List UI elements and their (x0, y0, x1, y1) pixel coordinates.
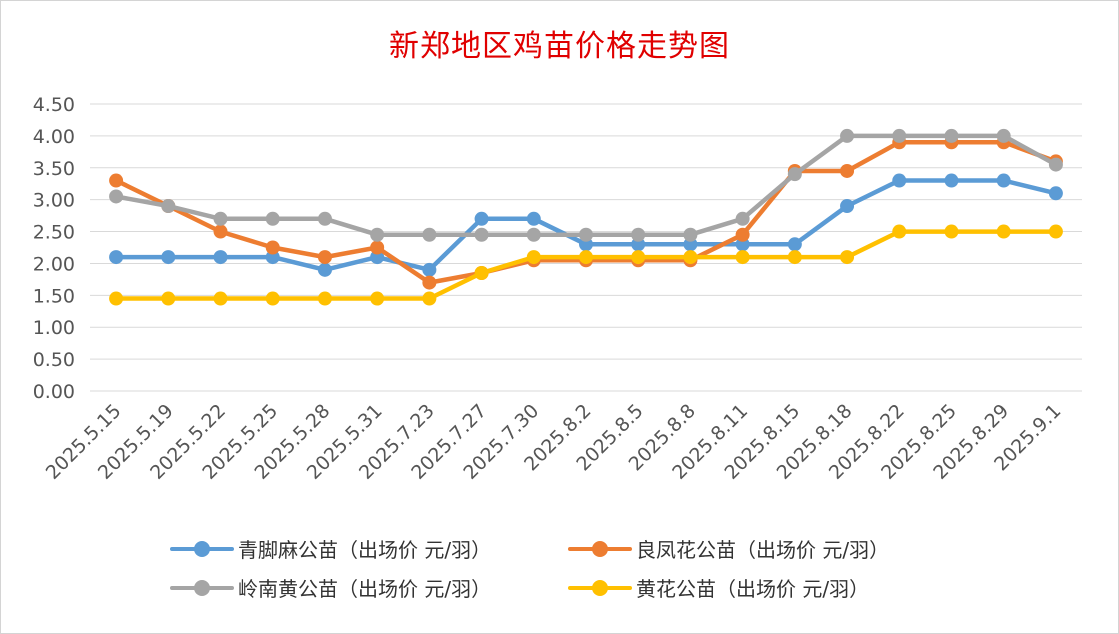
data-point (109, 291, 124, 306)
data-point (944, 128, 959, 143)
data-point (1048, 157, 1063, 172)
data-point (422, 275, 437, 290)
data-point (526, 250, 541, 265)
data-point (787, 237, 802, 252)
data-point (840, 128, 855, 143)
y-tick-label: 0.50 (33, 349, 75, 371)
y-tick-label: 2.50 (33, 222, 75, 244)
series-1 (109, 173, 1063, 277)
data-point (526, 211, 541, 226)
data-point (1048, 186, 1063, 201)
data-point (631, 250, 646, 265)
data-point (474, 227, 489, 242)
data-point (265, 240, 280, 255)
data-point (109, 250, 124, 265)
data-point (579, 237, 593, 252)
data-point (422, 291, 437, 306)
legend-swatch (170, 537, 234, 561)
data-point (631, 237, 646, 252)
series-line (113, 133, 1059, 237)
legend-label: 岭南黄公苗（出场价 元/羽） (238, 577, 492, 601)
data-point (683, 227, 698, 242)
data-point (370, 227, 385, 242)
data-point (370, 291, 385, 306)
data-point (317, 250, 332, 265)
y-tick-label: 1.50 (33, 285, 75, 307)
data-point (526, 227, 541, 242)
chart-title: 新郑地区鸡苗价格走势图 (389, 29, 730, 64)
y-tick-label: 4.50 (33, 94, 75, 116)
legend-label: 黄花公苗（出场价 元/羽） (636, 577, 870, 601)
y-tick-label: 2.00 (33, 253, 75, 275)
data-point (944, 224, 959, 239)
data-point (317, 291, 332, 306)
data-point (683, 250, 698, 265)
data-point (265, 250, 280, 265)
data-point (422, 262, 437, 277)
data-point (944, 173, 959, 188)
data-point (892, 128, 907, 143)
legend-item: 良凤花公苗（出场价 元/羽） (568, 534, 889, 563)
data-point (161, 250, 176, 265)
data-point (579, 227, 593, 242)
data-point (1048, 224, 1063, 239)
data-point (683, 237, 698, 252)
data-point (840, 163, 855, 178)
data-point (474, 211, 489, 226)
legend-swatch (568, 537, 632, 561)
data-point (422, 227, 437, 242)
legend-swatch (170, 576, 234, 600)
data-point (840, 250, 855, 265)
data-point (735, 237, 750, 252)
legend-swatch (568, 576, 632, 600)
y-tick-label: 1.00 (33, 317, 75, 339)
data-point (996, 173, 1011, 188)
series-4 (109, 224, 1063, 306)
data-point (213, 211, 228, 226)
data-point (631, 227, 646, 242)
data-point (317, 211, 332, 226)
data-point (892, 173, 907, 188)
series-2 (109, 135, 1063, 290)
data-point (579, 250, 593, 265)
data-point (213, 291, 228, 306)
data-point (265, 211, 280, 226)
legend-label: 青脚麻公苗（出场价 元/羽） (238, 538, 492, 562)
series-3 (109, 128, 1063, 242)
data-point (213, 224, 228, 239)
data-point (161, 291, 176, 306)
data-point (996, 128, 1011, 143)
data-point (735, 211, 750, 226)
data-point (109, 173, 124, 188)
legend-item: 黄花公苗（出场价 元/羽） (568, 573, 869, 602)
y-tick-label: 4.00 (33, 126, 75, 148)
y-tick-label: 0.00 (33, 381, 75, 403)
data-point (892, 224, 907, 239)
y-tick-label: 3.50 (33, 158, 75, 180)
data-point (109, 189, 124, 204)
data-point (213, 250, 228, 265)
data-point (840, 199, 855, 214)
legend-item: 岭南黄公苗（出场价 元/羽） (170, 573, 491, 602)
data-point (317, 262, 332, 277)
data-point (265, 291, 280, 306)
y-tick-label: 3.00 (33, 190, 75, 212)
legend-item: 青脚麻公苗（出场价 元/羽） (170, 534, 491, 563)
data-point (787, 167, 802, 182)
data-point (735, 250, 750, 265)
legend-label: 良凤花公苗（出场价 元/羽） (636, 538, 890, 562)
data-point (161, 199, 176, 214)
data-point (996, 224, 1011, 239)
data-point (735, 227, 750, 242)
data-point (474, 266, 489, 281)
data-point (370, 250, 385, 265)
data-point (787, 250, 802, 265)
data-point (370, 240, 385, 255)
